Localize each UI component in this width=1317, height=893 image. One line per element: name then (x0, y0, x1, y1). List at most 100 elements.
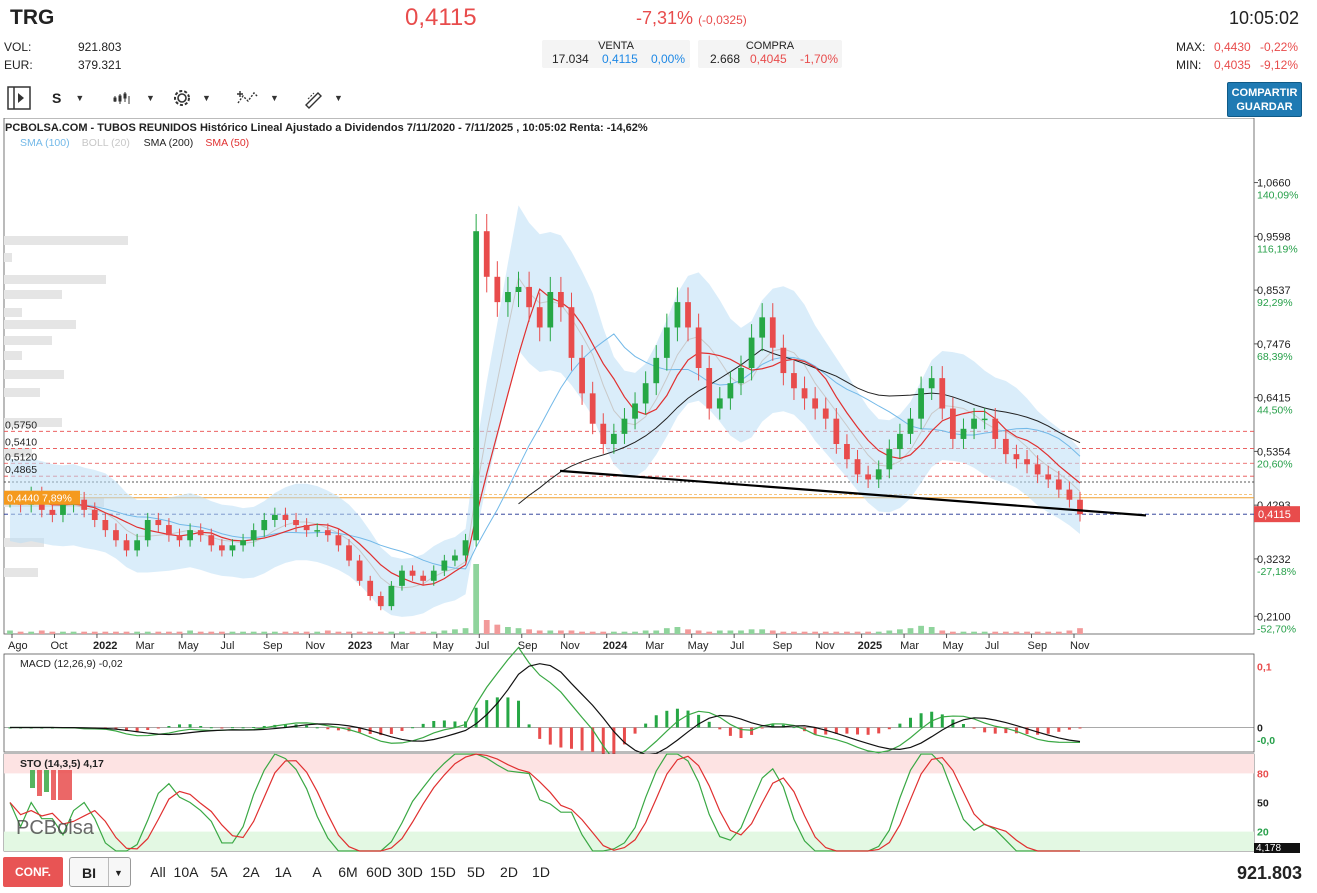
range-button-60d[interactable]: 60D (366, 864, 392, 880)
volume-bar (791, 631, 797, 634)
range-button-all[interactable]: All (150, 864, 166, 880)
y-tick-label: 0,9598 (1257, 231, 1291, 243)
volume-bar (505, 627, 511, 634)
x-tick-label: 2024 (603, 640, 628, 652)
candle-body (695, 327, 702, 368)
macd-histogram-bar (411, 727, 415, 729)
drawing-tools-dropdown[interactable]: ▼ (302, 84, 343, 112)
last-price-label: 0,4115 (1258, 509, 1291, 521)
candle-body (833, 418, 840, 444)
chart-type-dropdown[interactable]: ▼ (112, 84, 155, 112)
settings-dropdown[interactable]: ▼ (170, 84, 211, 112)
x-tick-label: Jul (475, 640, 489, 652)
sto-d-line (9, 753, 1080, 852)
watermark-text: PCBolsa (16, 817, 95, 839)
volume-bar (674, 627, 681, 634)
range-button-a[interactable]: A (312, 864, 322, 880)
volume-profile-bar (4, 568, 38, 577)
candle-body (706, 368, 713, 409)
y-tick-label: 0,5354 (1257, 446, 1291, 458)
range-button-1a[interactable]: 1A (274, 864, 292, 880)
volume-bar (949, 631, 956, 634)
y-tick-label: 0,8537 (1257, 285, 1291, 297)
macd-histogram-bar (220, 727, 224, 729)
volume-bar (1077, 628, 1083, 634)
series-mode-dropdown[interactable]: S ▼ (52, 84, 84, 112)
legend-entry: SMA (200) (144, 137, 194, 149)
candle-body (812, 398, 819, 409)
volume-profile-bar (4, 388, 40, 397)
range-button-1d[interactable]: 1D (532, 864, 550, 880)
volume-bar (897, 629, 903, 634)
macd-histogram-bar (495, 697, 499, 728)
volume-bar (250, 631, 257, 634)
range-button-5d[interactable]: 5D (467, 864, 485, 880)
volume-bar (589, 631, 596, 634)
macd-histogram-bar (675, 708, 679, 728)
candle-body (579, 357, 585, 394)
indicators-dropdown[interactable]: ▼ (236, 84, 279, 112)
candle-body (1034, 464, 1041, 475)
volume-bar (727, 630, 734, 634)
volume-profile-bar (4, 308, 22, 317)
candle-body (674, 302, 681, 328)
y-tick-percent: -27,18% (1257, 566, 1296, 578)
candle-body (377, 596, 384, 607)
macd-histogram-bar (644, 723, 648, 728)
candle-body (356, 560, 363, 581)
candle-body (642, 383, 649, 404)
x-tick-label: May (688, 640, 709, 652)
candle-body (271, 514, 278, 520)
sto-y-tick-label: 50 (1257, 798, 1269, 810)
last-price: 0,4115 (405, 4, 477, 31)
config-button[interactable]: CONF. (3, 857, 63, 887)
volume-bar (844, 631, 850, 634)
volume-bar (960, 631, 967, 634)
volume-bar (621, 631, 628, 634)
candle-body (939, 378, 946, 409)
candle-body (875, 469, 882, 480)
candle-body (229, 545, 236, 551)
volume-bar (1045, 631, 1052, 634)
sidebar-toggle-button[interactable] (6, 84, 32, 112)
volume-bar (1013, 631, 1020, 634)
volume-bar (430, 631, 437, 634)
range-button-6m[interactable]: 6M (338, 864, 358, 880)
range-button-2d[interactable]: 2D (500, 864, 518, 880)
range-button-15d[interactable]: 15D (430, 864, 456, 880)
volume-profile-bar (4, 236, 128, 245)
macd-histogram-bar (178, 724, 182, 728)
macd-histogram-bar (326, 727, 330, 730)
macd-histogram-bar (813, 727, 817, 735)
volume-bar (992, 631, 999, 634)
indicator-icon (237, 91, 259, 104)
volume-bar (738, 630, 744, 634)
macd-histogram-bar (739, 727, 743, 739)
candle-body (759, 317, 766, 338)
volume-bar (218, 631, 225, 634)
macd-histogram-bar (474, 707, 478, 728)
volume-bar (812, 631, 819, 634)
macd-histogram-bar (686, 710, 690, 728)
volume-profile-bar (4, 336, 52, 345)
candle-body (886, 449, 893, 470)
share-save-button[interactable]: COMPARTIR GUARDAR (1227, 82, 1302, 117)
macd-histogram-bar (569, 727, 573, 749)
macd-histogram-bar (866, 727, 870, 735)
range-button-30d[interactable]: 30D (397, 864, 423, 880)
candle-body (865, 474, 872, 480)
euro-label: EUR: (4, 58, 33, 72)
range-button-10a[interactable]: 10A (173, 864, 199, 880)
interval-select[interactable]: BI ▼ (69, 857, 131, 887)
candle-body (324, 530, 331, 536)
candle-body (218, 545, 225, 551)
range-button-5a[interactable]: 5A (210, 864, 228, 880)
pcbolsa-logo: PCBolsa (16, 770, 95, 839)
x-tick-label: Mar (390, 640, 409, 652)
sto-last-badge (1254, 843, 1300, 853)
range-button-2a[interactable]: 2A (242, 864, 260, 880)
volume-bar (1034, 631, 1041, 634)
candle-body (558, 292, 564, 308)
candle-body (176, 535, 183, 541)
